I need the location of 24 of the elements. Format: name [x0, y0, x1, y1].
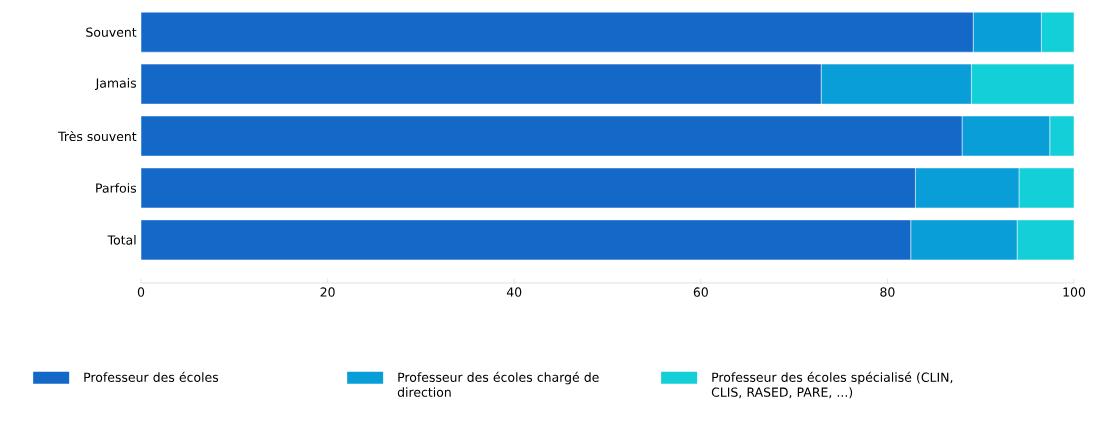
bar: [1049, 115, 1075, 157]
bar: [1041, 11, 1075, 53]
y-tick-label: Très souvent: [58, 130, 137, 142]
legend-label: Professeur des écoles chargé de direction: [397, 371, 599, 397]
bar: [141, 219, 911, 261]
x-tick-label: 40: [506, 287, 522, 297]
bar: [141, 115, 963, 157]
x-tick-label: 100: [1063, 287, 1086, 297]
y-tick-label: Jamais: [95, 78, 137, 91]
bar: [1018, 167, 1075, 209]
x-tick-label: 60: [693, 287, 708, 297]
bar: [971, 63, 1075, 105]
x-tick-label: 20: [320, 287, 335, 297]
bar: [1016, 219, 1075, 261]
y-tick-label: Parfois: [96, 183, 137, 193]
bar: [141, 11, 974, 53]
x-tick-label: 0: [137, 287, 145, 297]
legend-label: Professeur des écoles: [84, 371, 219, 382]
y-tick-label: Total: [107, 235, 136, 245]
legend-label: Professeur des écoles spécialisé (CLIN, CLIS, RASED, PARE, ...): [711, 371, 953, 399]
bar: [141, 63, 822, 105]
y-tick-label: Souvent: [86, 27, 137, 37]
bar: [141, 167, 916, 209]
x-tick-label: 80: [880, 287, 895, 297]
